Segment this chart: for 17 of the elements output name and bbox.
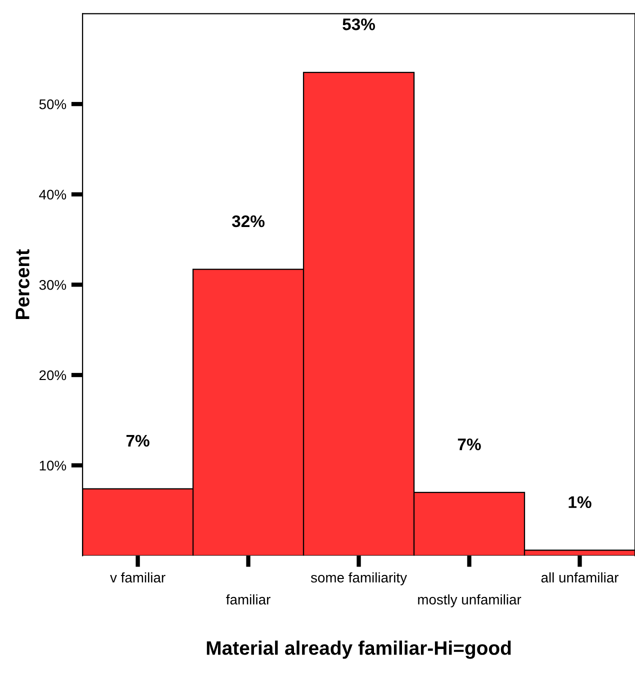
y-tick-label: 30% — [39, 280, 66, 290]
x-tick-label: all unfamiliar — [541, 572, 619, 583]
y-tick-label: 50% — [39, 99, 66, 110]
x-tick-label: some familiarity — [310, 572, 407, 586]
data-label: 1% — [568, 496, 592, 508]
y-tick-label: 10% — [40, 460, 66, 471]
y-axis-title: Percent — [16, 249, 30, 320]
x-tick-label: familiar — [226, 594, 270, 605]
x-tick-label: v familiar — [110, 572, 166, 583]
x-axis-title: Material already familiar-Hi=good — [206, 640, 511, 659]
y-tick-label: 40% — [39, 190, 66, 200]
data-label: 32% — [232, 215, 265, 228]
x-tick-label: mostly unfamiliar — [418, 594, 522, 608]
data-label: 53% — [342, 18, 376, 30]
data-label: 7% — [126, 434, 150, 447]
data-label: 7% — [458, 438, 481, 450]
y-tick-label: 20% — [39, 370, 66, 380]
